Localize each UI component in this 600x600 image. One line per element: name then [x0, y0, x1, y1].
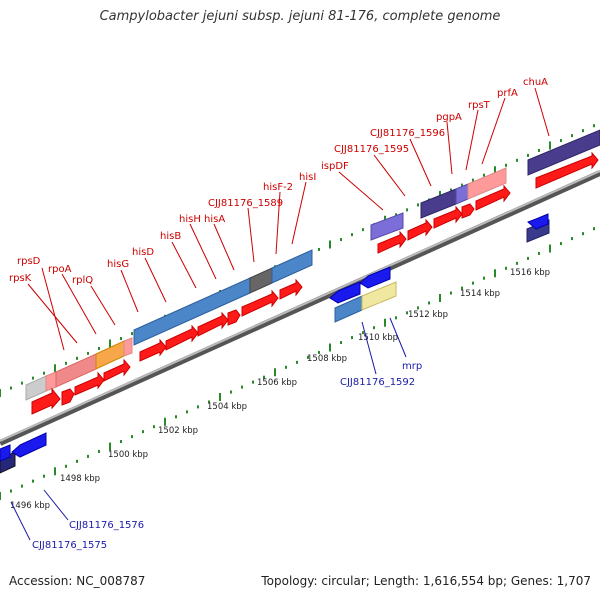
gene-label-prfa[interactable]: prfA: [497, 88, 518, 99]
backbone-highlight: [0, 170, 600, 442]
cds-arrow-16: [535, 151, 599, 189]
gene-block-hisf2: [271, 249, 313, 284]
lower-tick-track: [0, 227, 595, 500]
gene-label-cjj81176-1589[interactable]: CJJ81176_1589: [208, 198, 283, 209]
scale-label: 1512 kbp: [408, 310, 448, 320]
leader-cjj81176-1576: [43, 489, 69, 521]
leader-hish: [189, 223, 217, 280]
cds-arrow-reverse-1: [527, 213, 549, 230]
gene-block-pgpa: [455, 183, 469, 205]
cds-arrow-14: [461, 203, 475, 219]
accession-text: Accession: NC_008787: [9, 574, 146, 588]
cds-arrow-13: [433, 205, 463, 229]
leader-chua: [534, 87, 550, 137]
gene-block-cjj81176-1589: [249, 267, 273, 294]
gene-block-ispdf: [370, 212, 404, 241]
gene-label-hish[interactable]: hisH: [179, 214, 201, 225]
feature-track-upper: [0, 129, 600, 474]
leader-rpsk: [27, 283, 78, 344]
gene-label-pgpa[interactable]: pgpA: [436, 112, 462, 123]
scale-label: 1500 kbp: [108, 450, 148, 460]
cds-arrow-1: [31, 387, 61, 415]
gene-label-hisa[interactable]: hisA: [204, 214, 225, 225]
scale-label: 1506 kbp: [257, 378, 297, 388]
gene-label-hisg[interactable]: hisG: [107, 259, 129, 270]
scale-label: 1496 kbp: [10, 501, 50, 511]
gene-label-cjj81176-1592[interactable]: CJJ81176_1592: [340, 377, 415, 388]
cds-arrow-11: [377, 230, 407, 254]
gene-block-mrp: [361, 281, 397, 311]
cds-arrow-reverse-2: [329, 281, 361, 304]
leader-prfa: [481, 97, 506, 165]
gene-label-rplq[interactable]: rplQ: [72, 275, 93, 286]
leader-hisd: [144, 257, 167, 303]
cds-arrow-12: [407, 218, 433, 241]
cds-arrow-10: [279, 278, 303, 300]
gene-label-rpsd[interactable]: rpsD: [17, 256, 41, 267]
topology-text: Topology: circular; Length: 1,616,554 bp…: [261, 574, 591, 588]
gene-label-cjj81176-1595[interactable]: CJJ81176_1595: [334, 144, 409, 155]
cds-arrow-8: [227, 309, 241, 326]
gene-label-chua[interactable]: chuA: [523, 77, 548, 88]
leader-rpst: [465, 109, 479, 171]
leader-cjj81176-1592: [361, 321, 377, 375]
cds-arrow-4: [103, 358, 131, 382]
gene-label-rpoa[interactable]: rpoA: [48, 264, 72, 275]
genome-title: Campylobacter jejuni subsp. jejuni 81-17…: [99, 9, 501, 24]
leader-rplq: [90, 285, 116, 326]
gene-label-cjj81176-1575[interactable]: CJJ81176_1575: [32, 540, 107, 551]
gene-label-cjj81176-1576[interactable]: CJJ81176_1576: [69, 520, 144, 531]
cds-arrow-15: [475, 184, 511, 211]
leader-hisa: [213, 223, 235, 271]
cds-arrow-3: [74, 371, 105, 396]
gene-block-rplq-end: [123, 337, 133, 357]
leader-rpoa: [61, 273, 97, 335]
cds-arrow-reverse-4: [11, 432, 47, 458]
gene-block-chua: [527, 129, 600, 176]
upper-gene-labels: rpsD rpsK rpoA rplQ hisG hisD hisB hisH …: [9, 77, 550, 351]
cds-arrow-6: [165, 324, 199, 351]
leader-pgpa: [446, 121, 453, 175]
cds-arrow-2: [61, 388, 75, 406]
scale-label: 1508 kbp: [307, 354, 347, 364]
scale-label: 1502 kbp: [158, 426, 198, 436]
gene-block-rpst: [467, 167, 507, 200]
gene-label-hisf2[interactable]: hisF-2: [263, 182, 293, 193]
leader-hisi: [291, 181, 307, 245]
scale-label: 1516 kbp: [510, 268, 550, 278]
leader-rpsd: [41, 267, 65, 351]
leader-mrp: [389, 317, 407, 358]
cds-arrow-9: [241, 289, 279, 317]
leader-hisb: [171, 241, 197, 289]
scale-labels: 1496 kbp 1498 kbp 1500 kbp 1502 kbp 1504 kbp…: [10, 268, 550, 511]
leader-hisf2: [275, 191, 281, 255]
gene-label-rpsk[interactable]: rpsK: [9, 273, 32, 284]
gene-block-rpsk: [45, 371, 57, 392]
leader-cjj81176-1595: [373, 154, 406, 197]
gene-label-hisb[interactable]: hisB: [160, 231, 181, 242]
leader-hisg: [120, 269, 139, 313]
gene-block-rpsd: [25, 375, 47, 401]
gene-label-hisd[interactable]: hisD: [132, 247, 154, 258]
scale-label: 1510 kbp: [358, 333, 398, 343]
cds-arrow-5: [139, 338, 167, 362]
leader-cjj81176-1575: [10, 501, 31, 541]
leader-ispdf: [338, 171, 384, 211]
gene-label-rpst[interactable]: rpsT: [468, 100, 491, 111]
scale-label: 1498 kbp: [60, 474, 100, 484]
lower-gene-labels: CJJ81176_1575 CJJ81176_1576 CJJ81176_159…: [10, 317, 422, 551]
cds-arrow-7: [197, 311, 229, 337]
gene-label-mrp[interactable]: mrp: [402, 361, 422, 372]
gene-label-hisi[interactable]: hisI: [299, 172, 316, 183]
backbone-line: [0, 170, 600, 446]
cds-arrow-reverse-3: [359, 266, 391, 289]
gene-label-ispdf[interactable]: ispDF: [321, 161, 349, 172]
gene-label-cjj81176-1596[interactable]: CJJ81176_1596: [370, 128, 445, 139]
leader-cjj81176-1589: [247, 207, 255, 263]
scale-label: 1514 kbp: [460, 289, 500, 299]
cds-arrow-reverse-5: [0, 444, 11, 462]
leader-cjj81176-1596: [409, 138, 432, 187]
scale-label: 1504 kbp: [207, 402, 247, 412]
